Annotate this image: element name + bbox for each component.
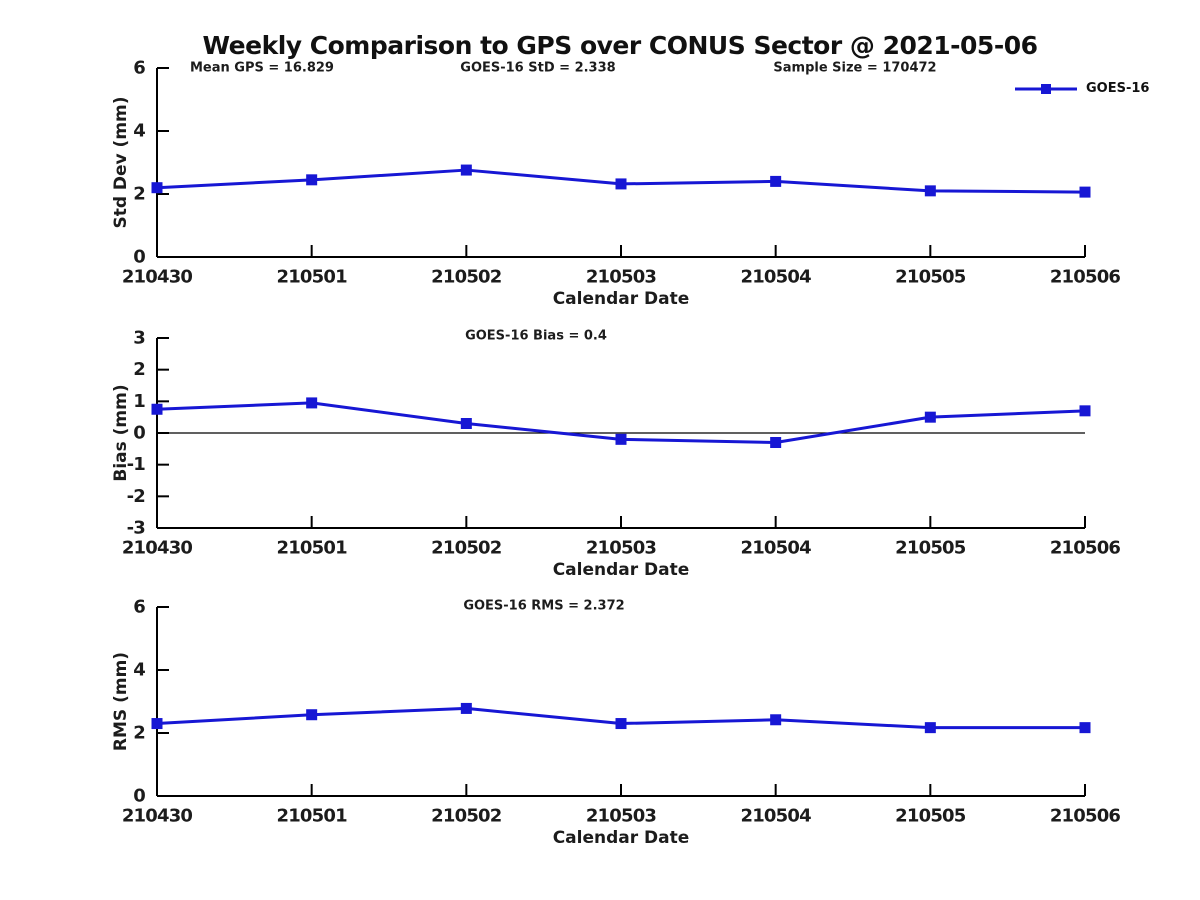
figure-title: Weekly Comparison to GPS over CONUS Sect… — [202, 31, 1038, 60]
y-tick-label: 2 — [133, 359, 145, 380]
legend-line-icon — [1015, 83, 1077, 94]
y-tick-label: 0 — [133, 423, 145, 444]
y-tick-label: 6 — [133, 597, 145, 618]
data-point — [460, 702, 472, 714]
data-point — [615, 433, 627, 445]
x-tick-label: 210503 — [586, 267, 657, 288]
legend: GOES-16 — [1014, 81, 1149, 96]
legend-label: GOES-16 — [1086, 81, 1150, 96]
chart-rms: 0 2 4 6 210430 210501 210502 210503 210504 210505… — [111, 597, 1121, 849]
legend-marker — [1041, 83, 1051, 94]
chart-std-dev: 0 2 4 6 210430 210501 210502 210503 210504 210505… — [111, 58, 1121, 310]
data-point — [151, 403, 163, 415]
x-tick-label: 210502 — [431, 538, 501, 559]
data-point — [1079, 722, 1091, 734]
data-point — [306, 397, 318, 409]
chart-annotation: GOES-16 Bias = 0.4 — [465, 329, 607, 344]
x-tick-label: 210501 — [276, 806, 347, 827]
data-point — [1079, 186, 1091, 198]
x-tick-label: 210502 — [431, 267, 501, 288]
y-tick-label: -3 — [127, 518, 146, 539]
data-point — [924, 722, 936, 734]
data-point — [306, 709, 318, 721]
data-point — [615, 178, 627, 190]
x-tick-label: 210506 — [1050, 538, 1121, 559]
data-point — [770, 714, 782, 726]
y-axis-title: Bias (mm) — [111, 384, 131, 481]
data-point — [615, 718, 627, 730]
data-point — [770, 175, 782, 187]
y-axis-title: Std Dev (mm) — [111, 96, 131, 228]
x-tick-label: 210506 — [1050, 267, 1121, 288]
data-point — [924, 411, 936, 423]
y-tick-label: -1 — [127, 454, 146, 475]
x-tick-label: 210501 — [276, 538, 347, 559]
y-axis-title: RMS (mm) — [111, 652, 131, 751]
x-axis-title: Calendar Date — [553, 828, 690, 848]
data-point — [1079, 405, 1091, 417]
y-tick-label: 0 — [133, 247, 145, 268]
data-point — [306, 174, 318, 186]
data-point — [460, 418, 472, 429]
x-tick-label: 210502 — [431, 806, 501, 827]
x-tick-label: 210505 — [895, 806, 966, 827]
x-tick-label: 210504 — [740, 538, 811, 559]
y-tick-label: -2 — [127, 486, 145, 507]
x-tick-label: 210501 — [276, 267, 347, 288]
y-tick-label: 1 — [133, 391, 145, 412]
chart-annotation: Mean GPS = 16.829 — [190, 61, 334, 76]
y-tick-label: 4 — [133, 660, 145, 681]
x-axis-title: Calendar Date — [553, 289, 690, 309]
data-point — [460, 164, 472, 176]
chart-bias: -3 -2 -1 0 1 2 3 210430 210501 210502 210503 210504… — [111, 328, 1121, 581]
x-tick-label: 210503 — [586, 538, 657, 559]
y-tick-label: 6 — [133, 58, 145, 79]
chart-annotation: GOES-16 RMS = 2.372 — [463, 599, 624, 614]
x-axis-title: Calendar Date — [553, 560, 690, 580]
x-tick-label: 210503 — [586, 806, 657, 827]
x-tick-label: 210430 — [122, 538, 193, 559]
x-tick-label: 210505 — [895, 267, 966, 288]
x-tick-label: 210504 — [740, 267, 811, 288]
x-tick-label: 210506 — [1050, 806, 1121, 827]
x-tick-label: 210505 — [895, 538, 966, 559]
y-tick-label: 0 — [133, 786, 145, 807]
chart-annotation: GOES-16 StD = 2.338 — [460, 61, 615, 76]
y-tick-label: 4 — [133, 121, 145, 142]
data-point — [151, 182, 163, 194]
chart-annotation: Sample Size = 170472 — [773, 61, 936, 76]
x-tick-label: 210504 — [740, 806, 811, 827]
data-point — [924, 185, 936, 197]
data-point — [151, 718, 163, 730]
data-point — [770, 437, 782, 448]
y-tick-label: 3 — [133, 328, 145, 349]
x-tick-label: 210430 — [122, 806, 193, 827]
x-tick-label: 210430 — [122, 267, 193, 288]
y-tick-label: 2 — [133, 184, 145, 205]
y-tick-label: 2 — [133, 723, 145, 744]
